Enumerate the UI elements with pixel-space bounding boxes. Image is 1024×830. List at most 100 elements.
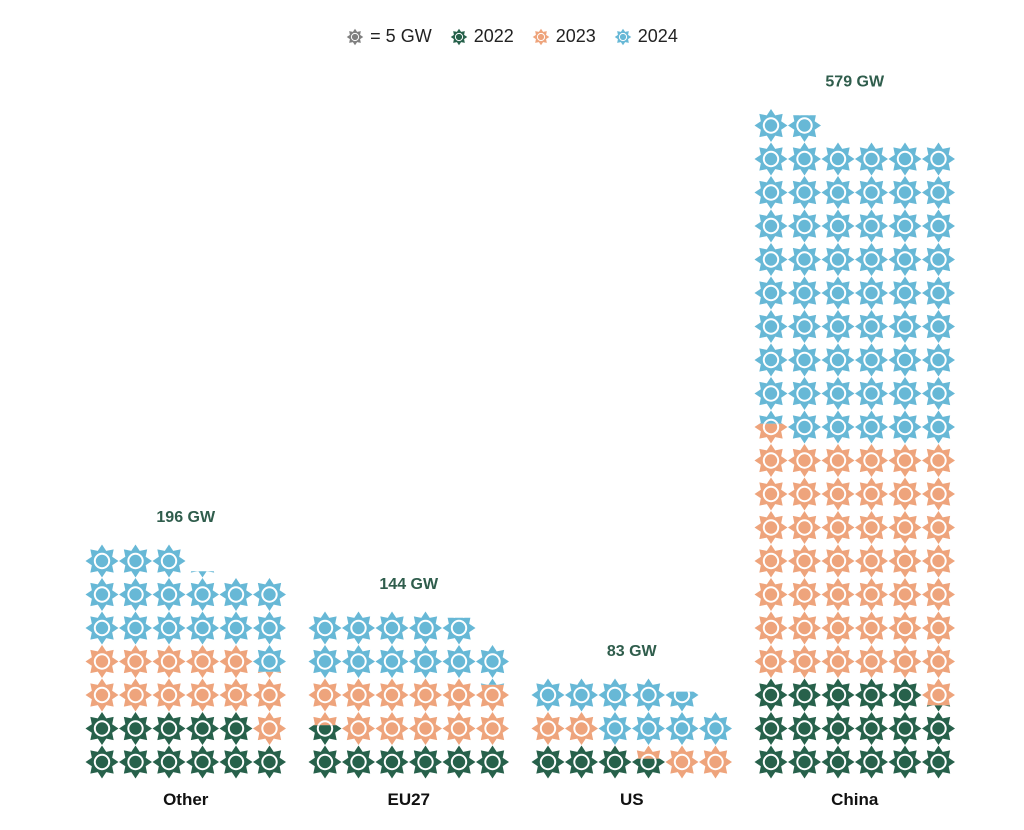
icon-us-1 [565,745,598,779]
icon-china-88 [888,276,922,310]
legend: = 5 GW 2022 2023 2024 [0,26,1024,47]
icon-china-105 [855,176,888,209]
icon-other-4 [219,745,253,779]
icon-china-96 [754,209,788,243]
icon-other-26 [152,611,186,645]
icon-segment-2024 [342,611,375,645]
icon-eu27-13 [342,678,375,712]
icon-segment-2024 [565,678,598,712]
icon-segment-2022 [821,712,855,745]
icon-segment-2024 [342,645,375,678]
icon-eu27-16 [442,678,476,712]
icon-china-112 [888,142,922,176]
icon-segment-2023 [409,678,442,712]
icon-segment-2023 [754,477,788,511]
icon-china-80 [821,310,855,343]
icon-eu27-6 [308,712,342,745]
icon-segment-2023 [308,678,342,712]
icon-other-21 [186,645,219,678]
icon-segment-2024 [186,578,219,611]
icon-segment-2023 [855,477,888,511]
icon-china-27 [855,611,888,645]
icon-segment-2024 [821,243,855,276]
icon-segment-2024 [442,617,476,645]
icon-china-66 [754,377,788,410]
icon-other-0 [85,745,119,779]
legend-label: 2022 [473,26,514,46]
icon-china-52 [888,477,922,511]
icon-other-16 [219,678,253,712]
icon-segment-2024 [855,209,888,243]
icon-china-65 [922,410,955,444]
icon-segment-2023 [821,611,855,645]
icon-china-85 [788,276,821,310]
icon-eu27-1 [342,745,375,779]
icon-china-46 [888,511,922,544]
legend-item-2022: 2022 [450,26,514,47]
icon-segment-2024 [85,544,119,578]
icon-segment-2023 [821,444,855,477]
icon-segment-2024 [253,645,286,672]
icon-segment-2024 [754,343,788,377]
category-us [531,678,732,779]
legend-item-2023: 2023 [532,26,596,47]
icon-eu27-5 [476,745,509,779]
icon-segment-2024 [922,310,955,343]
icon-china-54 [754,444,788,477]
icon-segment-2023 [922,544,955,578]
icon-china-57 [855,444,888,477]
icon-us-7 [565,712,598,745]
icon-segment-2023 [821,511,855,544]
icon-china-101 [922,209,955,243]
icon-segment-2024 [821,377,855,410]
icon-segment-2024 [922,176,955,209]
icon-segment-2024 [888,142,922,176]
icon-segment-2023 [754,578,788,611]
icon-segment-2024 [190,571,215,578]
icon-segment-2023 [788,511,821,544]
icon-segment-2023 [375,712,409,745]
icon-segment-2024 [855,377,888,410]
category-china [754,109,955,779]
icon-segment-2023 [476,684,509,712]
icon-segment-2024 [922,209,955,243]
icon-segment-2022 [152,745,186,779]
icon-china-19 [788,645,821,678]
icon-segment-2024 [632,712,665,745]
icon-eu27-3 [409,745,442,779]
icon-segment-2024 [788,377,821,410]
icon-china-24 [754,611,788,645]
icon-segment-2024 [754,142,788,176]
icon-segment-2022 [855,745,888,779]
icon-segment-2024 [788,243,821,276]
icon-china-50 [821,477,855,511]
icon-segment-2023 [313,712,337,726]
icon-china-115 [788,115,821,142]
icon-china-91 [788,243,821,276]
icon-china-1 [788,745,821,779]
icon-other-39 [190,571,215,578]
sun-icon [614,28,632,45]
icon-china-33 [855,578,888,611]
icon-segment-2024 [85,611,119,645]
legend-label: 2023 [555,26,596,46]
icon-segment-2023 [636,745,661,759]
icon-other-1 [119,745,152,779]
icon-segment-2022 [888,712,922,745]
icon-other-10 [219,712,253,745]
icon-china-58 [888,444,922,477]
icon-segment-2022 [926,705,951,712]
icon-china-86 [821,276,855,310]
icon-us-5 [699,745,732,779]
icon-segment-2023 [754,645,788,678]
category-other [85,544,286,779]
icon-other-22 [219,645,253,678]
icon-china-12 [754,678,788,712]
icon-other-8 [152,712,186,745]
icon-segment-2022 [219,712,253,745]
icon-us-15 [632,678,665,712]
icon-china-51 [855,477,888,511]
icon-china-26 [821,611,855,645]
icon-eu27-23 [476,645,509,678]
icon-segment-2024 [308,645,342,678]
